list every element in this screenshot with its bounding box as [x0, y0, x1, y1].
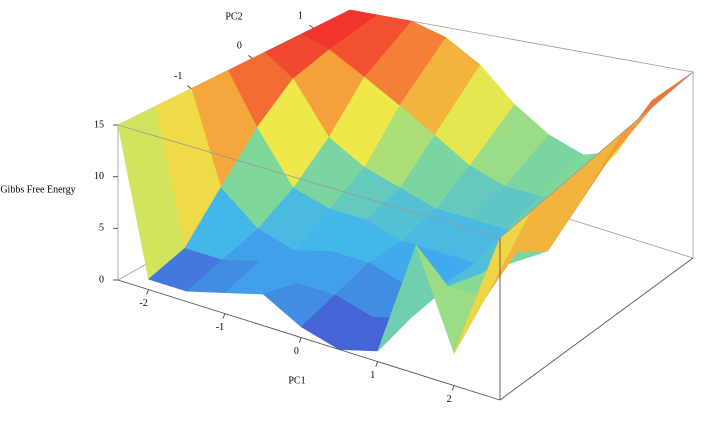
y-tick-label: 1 [298, 10, 303, 21]
z-tick-label: 0 [99, 274, 104, 285]
box-edge [499, 71, 694, 239]
z-axis-label: Gibbs Free Energy [0, 184, 75, 195]
x-axis-label: PC1 [288, 375, 305, 386]
y-tick-label: 0 [237, 41, 242, 52]
box-edge [117, 124, 501, 239]
x-tick [451, 385, 455, 391]
x-tick-label: 2 [447, 394, 452, 405]
x-tick-label: 1 [370, 370, 375, 381]
x-tick-label: 0 [294, 346, 299, 357]
y-tick-label: -1 [174, 71, 182, 82]
box-edge [117, 279, 501, 401]
z-tick-label: 5 [99, 223, 104, 234]
x-tick-label: -2 [139, 298, 147, 309]
y-axis-label: PC2 [225, 11, 242, 22]
y-tick [309, 24, 314, 29]
x-tick [375, 361, 379, 367]
x-tick [298, 337, 302, 343]
x-tick [146, 289, 150, 295]
box-edge [499, 257, 694, 401]
y-tick [186, 85, 192, 90]
z-tick-label: 10 [94, 171, 104, 182]
z-tick-label: 15 [94, 119, 104, 130]
y-tick [248, 55, 253, 59]
x-tick-label: -1 [216, 322, 224, 333]
x-tick [222, 313, 226, 319]
